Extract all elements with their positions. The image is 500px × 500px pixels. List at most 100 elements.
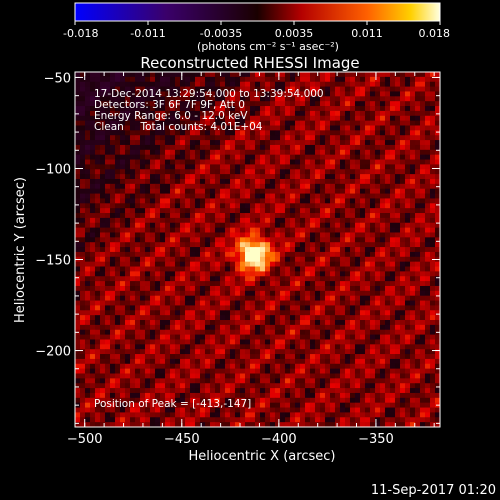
heatmap-cell [395,310,401,316]
heatmap-cell [80,213,86,219]
heatmap-cell [280,285,286,292]
heatmap-cell [250,115,256,121]
heatmap-cell [190,198,196,204]
heatmap-cell [225,397,231,404]
heatmap-cell [395,247,401,253]
heatmap-cell [320,149,326,156]
heatmap-cell [130,261,136,267]
heatmap-cell [80,315,86,321]
heatmap-cell [400,315,406,321]
heatmap-cell [280,363,286,369]
heatmap-cell [130,183,136,190]
heatmap-cell [185,115,191,121]
heatmap-cell [185,276,191,282]
heatmap-cell [135,285,141,292]
heatmap-cell [125,213,131,219]
heatmap-cell [405,91,411,97]
heatmap-cell [385,178,391,185]
heatmap-cell [315,154,321,160]
heatmap-cell [230,295,236,301]
heatmap-cell [355,213,361,219]
heatmap-cell [340,354,346,360]
heatmap-cell [355,198,361,204]
heatmap-cell [360,310,366,316]
heatmap-cell [270,86,276,92]
heatmap-cell [290,392,296,399]
heatmap-cell [325,96,331,102]
heatmap-cell [365,373,371,379]
heatmap-cell [165,378,171,384]
heatmap-cell [250,266,256,272]
heatmap-cell [325,276,331,282]
heatmap-cell [370,232,376,238]
heatmap-cell [100,76,106,83]
heatmap-cell [120,101,126,107]
heatmap-cell [275,354,281,360]
heatmap-cell [425,383,431,389]
heatmap-cell [340,276,346,282]
heatmap-cell [425,208,431,214]
heatmap-cell [135,217,141,224]
heatmap-cell [190,392,196,399]
heatmap-cell [165,213,171,219]
heatmap-cell [400,373,406,379]
colorbar-tick-label: 0.011 [351,27,383,40]
heatmap-cell [200,276,206,282]
heatmap-cell [365,271,371,277]
heatmap-cell [395,213,401,219]
heatmap-cell [175,397,181,404]
heatmap-cell [255,373,261,379]
heatmap-cell [430,91,436,97]
heatmap-cell [150,217,156,224]
heatmap-cell [95,295,101,301]
heatmap-cell [115,227,121,233]
heatmap-cell [415,81,421,87]
heatmap-cell [315,222,321,228]
heatmap-cell [210,383,216,389]
heatmap-cell [125,295,131,301]
heatmap-cell [210,140,216,146]
heatmap-cell [325,363,331,369]
heatmap-cell [120,242,126,248]
heatmap-cell [160,300,166,306]
heatmap-cell [175,295,181,301]
heatmap-cell [385,198,391,204]
heatmap-cell [250,159,256,165]
heatmap-cell [200,232,206,238]
heatmap-cell [195,305,201,311]
heatmap-cell [335,86,341,92]
heatmap-cell [180,388,186,394]
heatmap-cell [95,339,101,345]
heatmap-cell [245,159,251,165]
heatmap-cell [345,178,351,185]
heatmap-cell [230,232,236,238]
heatmap-cell [265,81,271,87]
heatmap-cell [330,339,336,345]
heatmap-cell [270,378,276,384]
heatmap-cell [235,81,241,87]
heatmap-cell [190,232,196,238]
heatmap-cell [175,208,181,214]
heatmap-cell [270,96,276,102]
heatmap-cell [190,344,196,350]
heatmap-cell [110,91,116,97]
heatmap-cell [325,217,331,224]
heatmap-cell [160,251,166,258]
heatmap-cell [200,378,206,384]
heatmap-cell [200,217,206,224]
heatmap-cell [285,178,291,185]
heatmap-cell [235,271,241,277]
heatmap-cell [110,169,116,175]
heatmap-cell [145,106,151,112]
heatmap-cell [225,227,231,233]
heatmap-cell [150,251,156,258]
heatmap-cell [75,232,81,238]
heatmap-cell [115,266,121,272]
heatmap-cell [110,402,116,408]
heatmap-cell [430,310,436,316]
heatmap-cell [100,125,106,131]
heatmap-cell [360,295,366,301]
heatmap-cell [140,76,146,83]
heatmap-cell [240,242,246,248]
